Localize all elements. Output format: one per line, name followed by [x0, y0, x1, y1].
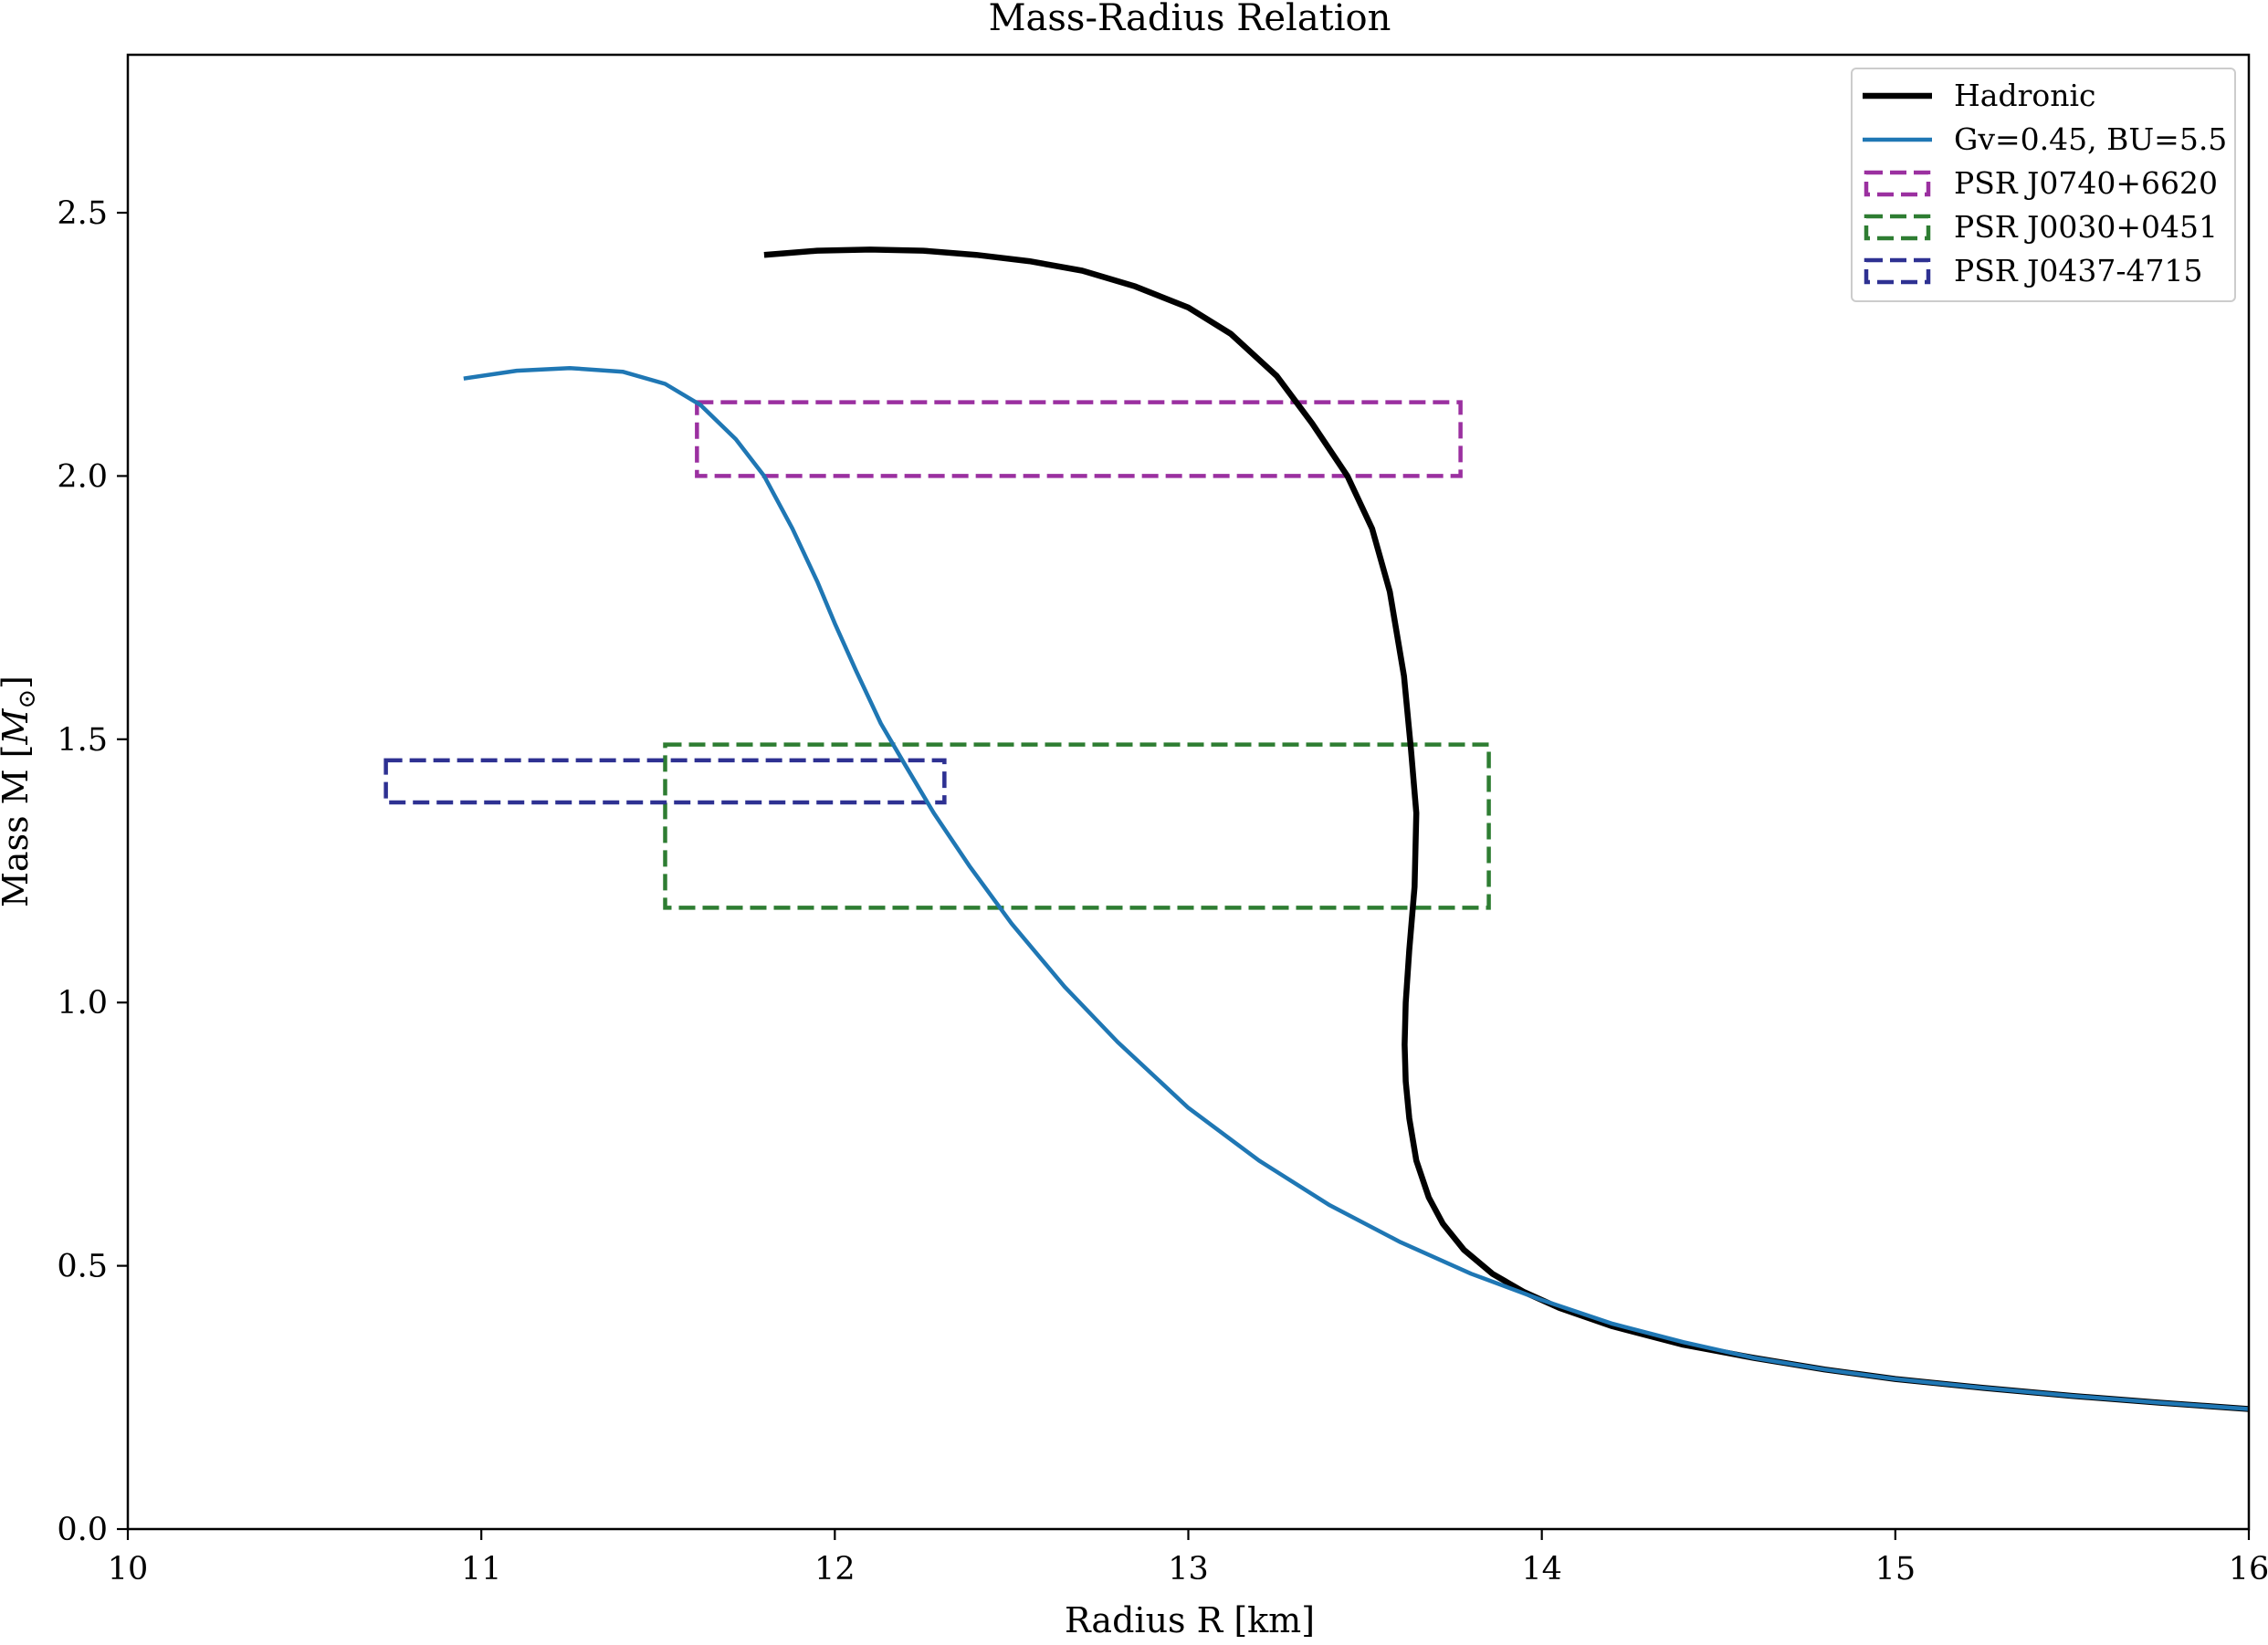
series-line-gv-0-45-bu-5-5: [463, 365, 2250, 1411]
y-axis-label-subscript: ⊙: [14, 689, 41, 709]
y-tick-label: 1.5: [57, 722, 108, 759]
y-tick-label: 2.0: [57, 458, 108, 495]
region-psr-j0740-6620: [695, 400, 1463, 478]
legend-swatch-box: [1864, 214, 1931, 241]
y-axis-label-unit: M: [0, 708, 36, 746]
y-tick-label: 2.5: [57, 195, 108, 232]
legend-label: PSR J0030+0451: [1954, 209, 2218, 245]
region-psr-j0030-0451: [663, 742, 1491, 910]
x-tick-label: 10: [108, 1551, 149, 1587]
y-axis-label: Mass M [M⊙]: [0, 676, 41, 907]
plot-area: [383, 246, 2250, 1412]
x-tick-label: 16: [2229, 1551, 2268, 1587]
legend: Hadronic Gv=0.45, BU=5.5 PSR J0740+6620 PSR…: [1851, 68, 2236, 302]
x-axis: 10 11 12 13 14 15 16: [108, 1529, 2268, 1587]
x-tick-label: 14: [1521, 1551, 1562, 1587]
chart-title: Mass-Radius Relation: [989, 0, 1391, 39]
legend-label: PSR J0437-4715: [1954, 253, 2203, 288]
y-axis-label-end: ]: [0, 676, 36, 689]
region-psr-j0437-4715: [383, 758, 947, 805]
y-tick-label: 0.0: [57, 1512, 108, 1548]
x-tick-label: 11: [461, 1551, 502, 1587]
x-axis-label: Radius R [km]: [1065, 1600, 1315, 1640]
y-tick-label: 1.0: [57, 985, 108, 1022]
legend-label: PSR J0740+6620: [1954, 165, 2218, 201]
legend-swatch-box: [1864, 257, 1931, 285]
legend-frame: [1851, 68, 2236, 302]
x-tick-label: 15: [1875, 1551, 1916, 1587]
legend-swatch-box: [1864, 170, 1931, 197]
legend-label: Hadronic: [1954, 78, 2096, 113]
y-axis-label-main: Mass M [: [0, 745, 36, 907]
y-axis: 0.0 0.5 1.0 1.5 2.0 2.5: [57, 195, 128, 1548]
x-tick-label: 12: [814, 1551, 856, 1587]
x-tick-label: 13: [1168, 1551, 1209, 1587]
legend-label: Gv=0.45, BU=5.5: [1954, 121, 2227, 157]
y-tick-label: 0.5: [57, 1249, 108, 1285]
